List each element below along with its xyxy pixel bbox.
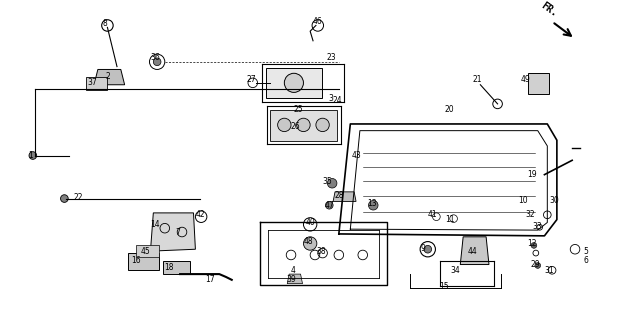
Polygon shape — [287, 274, 302, 284]
Circle shape — [316, 118, 329, 132]
Text: 6: 6 — [583, 256, 588, 265]
Text: 22: 22 — [74, 193, 83, 202]
Text: 49: 49 — [520, 75, 530, 84]
Text: 47: 47 — [324, 201, 334, 210]
Text: 10: 10 — [519, 196, 528, 205]
Text: 42: 42 — [196, 210, 205, 219]
Text: 32: 32 — [525, 210, 535, 219]
Text: 12: 12 — [527, 239, 537, 248]
Text: 48: 48 — [303, 237, 313, 246]
Text: 27: 27 — [246, 75, 256, 84]
Text: 17: 17 — [205, 275, 214, 284]
Circle shape — [154, 58, 161, 66]
Text: 38: 38 — [317, 247, 327, 256]
Text: 4: 4 — [290, 266, 295, 275]
Text: 31: 31 — [544, 266, 554, 275]
Circle shape — [325, 201, 333, 209]
Text: 11: 11 — [445, 215, 455, 224]
Bar — [87, 77, 107, 91]
Text: 13: 13 — [367, 199, 377, 208]
Text: 21: 21 — [473, 75, 482, 84]
Bar — [266, 68, 322, 98]
Text: 15: 15 — [440, 282, 449, 291]
Text: 26: 26 — [291, 122, 300, 131]
Circle shape — [531, 243, 537, 248]
Polygon shape — [150, 213, 196, 251]
Circle shape — [29, 152, 36, 159]
Text: 19: 19 — [527, 170, 537, 179]
Circle shape — [424, 245, 431, 253]
Text: 5: 5 — [583, 247, 588, 256]
Circle shape — [284, 73, 303, 92]
Circle shape — [278, 118, 291, 132]
Text: 46: 46 — [313, 17, 323, 26]
Text: 40: 40 — [305, 218, 315, 227]
Bar — [528, 73, 549, 94]
Text: 45: 45 — [141, 247, 150, 256]
Text: 28: 28 — [334, 191, 344, 200]
Text: 29: 29 — [530, 260, 540, 269]
Text: 24: 24 — [332, 96, 342, 105]
Polygon shape — [460, 237, 489, 265]
Text: 20: 20 — [444, 105, 453, 114]
Text: 14: 14 — [150, 220, 160, 229]
Circle shape — [369, 200, 378, 210]
Text: 16: 16 — [131, 256, 141, 265]
Bar — [163, 261, 189, 274]
Text: 25: 25 — [294, 105, 303, 114]
Text: 35: 35 — [322, 177, 332, 186]
Polygon shape — [94, 69, 125, 85]
Text: 36: 36 — [150, 52, 160, 61]
Text: 41: 41 — [428, 210, 438, 219]
Circle shape — [297, 118, 310, 132]
Text: 39: 39 — [286, 275, 296, 284]
Text: 33: 33 — [533, 222, 542, 231]
Text: FR.: FR. — [539, 1, 559, 19]
Text: 30: 30 — [549, 196, 559, 205]
Text: 37: 37 — [87, 78, 97, 87]
Text: 8: 8 — [102, 19, 107, 28]
Circle shape — [327, 179, 337, 188]
Bar — [129, 253, 159, 270]
Text: 3: 3 — [329, 94, 334, 103]
Text: 1: 1 — [29, 151, 33, 160]
Text: 34: 34 — [451, 266, 460, 275]
Circle shape — [303, 237, 317, 250]
Circle shape — [61, 195, 68, 202]
Bar — [270, 110, 337, 141]
Text: 43: 43 — [351, 151, 361, 160]
Circle shape — [535, 263, 540, 268]
Text: 23: 23 — [327, 52, 336, 61]
Text: 2: 2 — [105, 72, 110, 81]
Bar — [136, 245, 159, 257]
Polygon shape — [333, 192, 356, 201]
Text: 44: 44 — [468, 247, 478, 256]
Text: 9: 9 — [421, 244, 426, 253]
Text: 7: 7 — [176, 228, 181, 236]
Text: 18: 18 — [164, 263, 174, 272]
